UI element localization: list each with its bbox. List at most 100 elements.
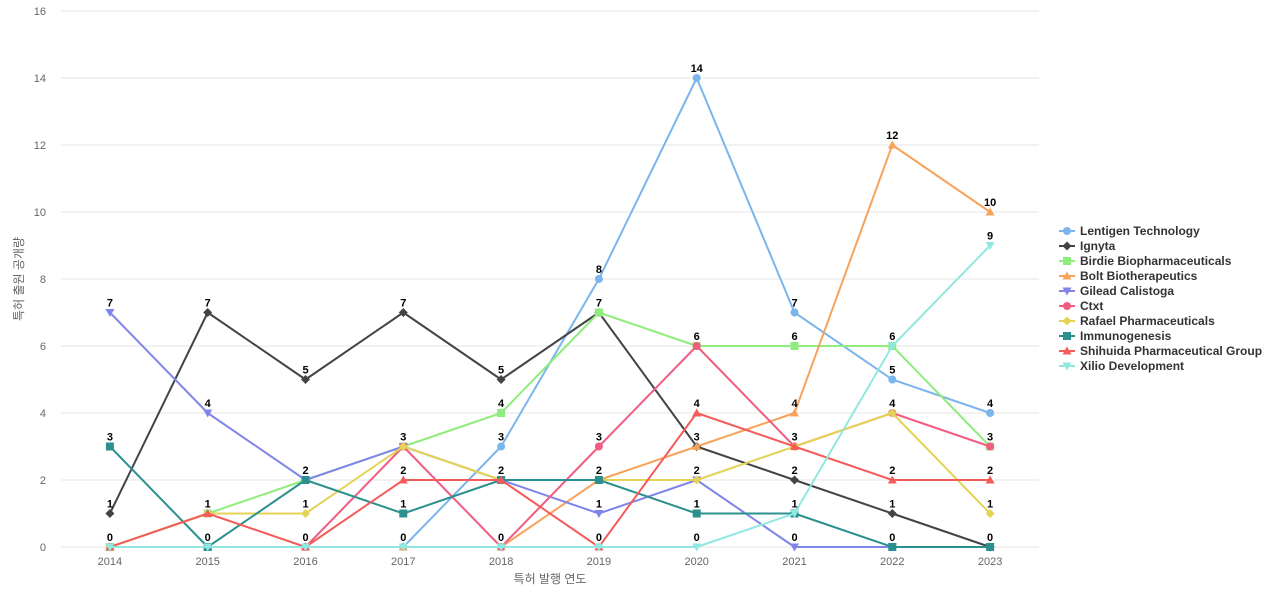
legend-marker — [1063, 227, 1071, 235]
data-label: 2 — [596, 465, 602, 477]
legend-label: Gilead Calistoga — [1080, 284, 1174, 298]
data-point — [399, 509, 408, 518]
y-tick-label: 2 — [40, 475, 46, 487]
x-tick-label: 2023 — [978, 556, 1002, 568]
data-label: 3 — [694, 432, 700, 444]
data-point — [887, 475, 897, 484]
data-point — [301, 476, 310, 484]
data-label: 6 — [889, 331, 895, 343]
data-label: 2 — [889, 465, 895, 477]
legend-label: Xilio Development — [1080, 359, 1184, 373]
data-label: 0 — [694, 532, 700, 544]
data-label: 12 — [886, 130, 898, 142]
legend-item[interactable]: Immunogenesis — [1059, 329, 1172, 343]
legend-item[interactable]: Ctxt — [1059, 299, 1103, 313]
data-label: 6 — [791, 331, 797, 343]
data-label: 14 — [691, 63, 704, 75]
data-label: 1 — [302, 499, 308, 511]
data-point — [790, 510, 799, 518]
data-point — [105, 543, 115, 552]
legend-item[interactable]: Ignyta — [1059, 239, 1116, 253]
data-point — [301, 375, 310, 384]
data-label: 7 — [205, 298, 211, 310]
legend-item[interactable]: Birdie Biopharmaceuticals — [1059, 254, 1232, 268]
legend-item[interactable]: Xilio Development — [1059, 359, 1184, 373]
data-point — [398, 308, 408, 317]
legend-label: Ignyta — [1080, 239, 1116, 253]
x-tick-label: 2021 — [782, 556, 806, 568]
x-axis-title: 특허 발행 연도 — [514, 571, 587, 586]
legend-item[interactable]: Lentigen Technology — [1059, 224, 1200, 238]
data-point — [790, 475, 799, 485]
data-label: 6 — [694, 331, 700, 343]
data-label: 8 — [596, 264, 602, 276]
data-point — [105, 509, 115, 518]
legend-marker — [1063, 302, 1071, 310]
x-tick-label: 2015 — [195, 556, 219, 568]
series-lines — [105, 74, 995, 552]
data-point — [203, 308, 213, 317]
data-point — [496, 543, 506, 552]
data-point — [203, 509, 213, 517]
series-ctxt — [105, 342, 995, 551]
data-label: 3 — [107, 432, 113, 444]
data-point — [986, 409, 995, 417]
legend-item[interactable]: Rafael Pharmaceuticals — [1059, 314, 1215, 328]
data-point — [887, 140, 897, 149]
legend-label: Birdie Biopharmaceuticals — [1080, 254, 1232, 268]
x-axis-ticks: 2014 2015 2016 2017 2018 2019 2020 2021 2022 2023 — [98, 556, 1003, 568]
x-tick-label: 2022 — [880, 556, 904, 568]
data-point — [594, 510, 604, 518]
y-tick-label: 10 — [34, 207, 46, 219]
series-xilio-development — [105, 242, 995, 552]
data-label: 0 — [400, 532, 406, 544]
legend-item[interactable]: Shihuida Pharmaceutical Group — [1059, 344, 1262, 358]
data-label: 5 — [302, 365, 308, 377]
series-line — [109, 445, 991, 548]
y-tick-label: 14 — [34, 73, 46, 85]
data-label: 4 — [498, 398, 505, 410]
y-tick-label: 12 — [34, 140, 46, 152]
data-label: 2 — [400, 465, 406, 477]
data-point — [887, 408, 897, 418]
x-tick-label: 2014 — [98, 556, 122, 568]
data-label: 1 — [791, 499, 797, 511]
data-point — [985, 475, 995, 484]
x-tick-label: 2019 — [587, 556, 611, 568]
data-point — [692, 475, 702, 485]
x-tick-label: 2020 — [684, 556, 708, 568]
data-label: 1 — [107, 499, 113, 511]
legend-marker — [1062, 241, 1072, 251]
data-label: 1 — [400, 499, 406, 511]
data-point — [888, 375, 897, 384]
series-shihuida-pharmaceutical-group — [105, 408, 995, 551]
y-tick-label: 8 — [40, 274, 46, 286]
data-point — [496, 375, 506, 384]
legend-item[interactable]: Gilead Calistoga — [1059, 284, 1174, 298]
data-label: 4 — [694, 398, 701, 410]
data-label: 7 — [107, 298, 113, 310]
legend-label: Rafael Pharmaceuticals — [1080, 314, 1215, 328]
data-label: 0 — [205, 532, 211, 544]
legend-marker — [1062, 316, 1072, 326]
x-tick-label: 2017 — [391, 556, 415, 568]
data-point — [985, 509, 995, 518]
data-point — [398, 543, 408, 552]
data-label: 3 — [987, 432, 993, 444]
legend-marker — [1062, 271, 1072, 280]
data-label: 4 — [791, 398, 798, 410]
data-label: 3 — [400, 432, 406, 444]
data-point — [594, 442, 603, 451]
data-label: 7 — [596, 298, 602, 310]
data-point — [497, 409, 506, 417]
data-point — [398, 475, 408, 484]
data-label: 3 — [498, 432, 504, 444]
legend-item[interactable]: Bolt Biotherapeutics — [1059, 269, 1198, 283]
y-axis-title: 특허 출원 공개량 — [12, 237, 26, 321]
data-point — [692, 543, 702, 552]
series-line — [109, 311, 991, 548]
data-point — [790, 342, 799, 350]
data-point — [594, 476, 603, 484]
data-label: 1 — [596, 499, 602, 511]
